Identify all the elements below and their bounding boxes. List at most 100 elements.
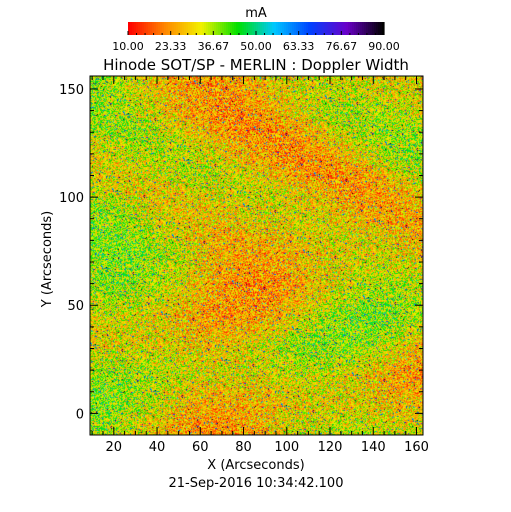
colorbar-tick-label: 76.67 — [326, 40, 358, 53]
colorbar-cell — [178, 22, 181, 35]
colorbar-cell — [318, 22, 321, 35]
y-tick-label: 100 — [59, 191, 84, 206]
colorbar-cell — [310, 22, 313, 35]
colorbar-tick-label: 36.67 — [198, 40, 230, 53]
x-tick-label: 120 — [318, 440, 343, 455]
colorbar-cell — [186, 22, 189, 35]
x-tick-label: 100 — [274, 440, 299, 455]
colorbar-cell — [266, 22, 269, 35]
colorbar-cell — [128, 22, 131, 35]
colorbar-tick-label: 90.00 — [368, 40, 400, 53]
colorbar-cell — [308, 22, 311, 35]
colorbar-tick-label: 10.00 — [112, 40, 144, 53]
colorbar-cell — [320, 22, 323, 35]
colorbar-cell — [212, 22, 215, 35]
colorbar-cell — [252, 22, 255, 35]
colorbar-cell — [228, 22, 231, 35]
colorbar-cell — [314, 22, 317, 35]
colorbar-cell — [262, 22, 265, 35]
colorbar-cell — [276, 22, 279, 35]
colorbar-cell — [372, 22, 375, 35]
colorbar-cell — [292, 22, 295, 35]
colorbar-cell — [208, 22, 211, 35]
colorbar-cell — [324, 22, 327, 35]
colorbar-cell — [140, 22, 143, 35]
colorbar-cell — [246, 22, 249, 35]
colorbar-cell — [338, 22, 341, 35]
colorbar-cell — [382, 22, 385, 35]
colorbar-cell — [174, 22, 177, 35]
colorbar-cell — [214, 22, 217, 35]
colorbar-cell — [332, 22, 335, 35]
colorbar-cell — [344, 22, 347, 35]
colorbar-cell — [204, 22, 207, 35]
colorbar-cell — [144, 22, 147, 35]
colorbar-cell — [350, 22, 353, 35]
colorbar-tick-label: 50.00 — [240, 40, 272, 53]
y-axis-label: Y (Arcseconds) — [40, 211, 55, 308]
y-tick-label: 0 — [76, 407, 84, 422]
colorbar-cell — [282, 22, 285, 35]
colorbar-cell — [362, 22, 365, 35]
colorbar-cell — [234, 22, 237, 35]
x-tick-label: 40 — [149, 440, 166, 455]
heatmap-image — [90, 76, 423, 435]
colorbar-cell — [240, 22, 243, 35]
colorbar-cell — [268, 22, 271, 35]
y-axis: 0 50 100 150 — [59, 83, 423, 436]
colorbar-cell — [248, 22, 251, 35]
colorbar-cell — [366, 22, 369, 35]
colorbar-cell — [336, 22, 339, 35]
colorbar-cell — [280, 22, 283, 35]
colorbar-cell — [210, 22, 213, 35]
colorbar-cell — [236, 22, 239, 35]
colorbar-cell — [374, 22, 377, 35]
colorbar-cell — [296, 22, 299, 35]
y-tick-label: 50 — [67, 299, 84, 314]
x-axis-label: X (Arcseconds) — [207, 458, 304, 473]
colorbar-cell — [132, 22, 135, 35]
colorbar-cell — [184, 22, 187, 35]
colorbar-cell — [284, 22, 287, 35]
colorbar-cell — [264, 22, 267, 35]
colorbar-cell — [198, 22, 201, 35]
colorbar-cell — [330, 22, 333, 35]
colorbar-cell — [238, 22, 241, 35]
colorbar-cell — [154, 22, 157, 35]
colorbar-cell — [166, 22, 169, 35]
colorbar-cell — [274, 22, 277, 35]
colorbar-cell — [352, 22, 355, 35]
colorbar-cell — [258, 22, 261, 35]
colorbar-cell — [298, 22, 301, 35]
x-tick-label: 20 — [106, 440, 123, 455]
colorbar-cell — [152, 22, 155, 35]
colorbar-cell — [168, 22, 171, 35]
colorbar-cell — [150, 22, 153, 35]
colorbar-cell — [156, 22, 159, 35]
colorbar-cell — [316, 22, 319, 35]
colorbar-tick-label: 63.33 — [283, 40, 315, 53]
x-axis: 20 40 60 80 100 120 140 160 — [91, 76, 429, 455]
colorbar-cell — [134, 22, 137, 35]
x-tick-label: 160 — [404, 440, 429, 455]
colorbar-cell — [256, 22, 259, 35]
colorbar-cell — [242, 22, 245, 35]
colorbar-cell — [304, 22, 307, 35]
colorbar-cell — [294, 22, 297, 35]
colorbar-cell — [354, 22, 357, 35]
colorbar-cell — [176, 22, 179, 35]
colorbar-cell — [158, 22, 161, 35]
colorbar-cell — [378, 22, 381, 35]
colorbar-cell — [250, 22, 253, 35]
colorbar-cell — [222, 22, 225, 35]
colorbar-cell — [148, 22, 151, 35]
colorbar-cell — [192, 22, 195, 35]
colorbar-cell — [190, 22, 193, 35]
colorbar-cell — [288, 22, 291, 35]
colorbar-unit-label: mA — [245, 6, 267, 21]
colorbar-cell — [162, 22, 165, 35]
colorbar-cell — [380, 22, 383, 35]
colorbar-cell — [170, 22, 173, 35]
colorbar-cell — [164, 22, 167, 35]
